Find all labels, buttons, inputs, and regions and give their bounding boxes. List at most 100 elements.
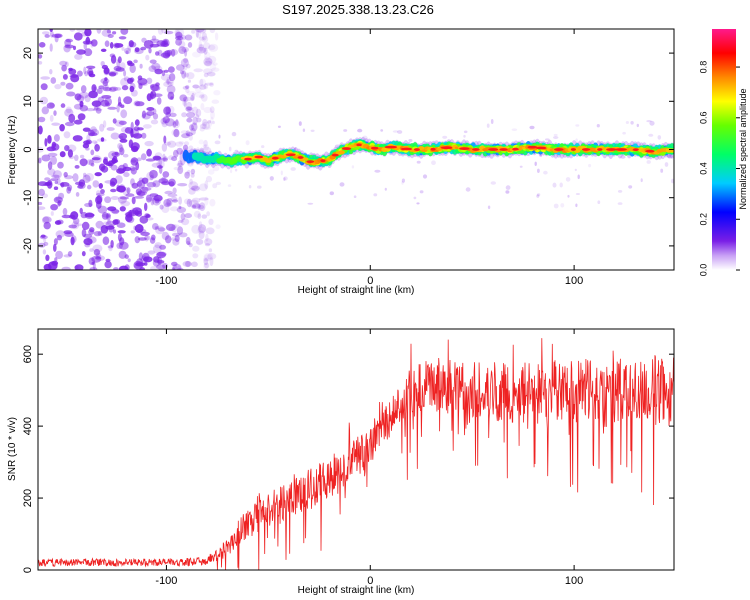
noise-speck xyxy=(102,80,109,87)
noise-speck xyxy=(201,121,210,130)
colorbar-tick-label: 0.4 xyxy=(698,162,708,175)
noise-speck xyxy=(261,145,265,149)
noise-speck xyxy=(155,225,165,235)
spectrogram-ylabel: Frequency (Hz) xyxy=(7,116,18,185)
noise-speck xyxy=(145,194,152,203)
noise-speck xyxy=(151,162,162,168)
noise-speck xyxy=(47,135,52,144)
noise-speck xyxy=(191,197,201,203)
noise-speck xyxy=(186,72,195,80)
noise-speck xyxy=(124,47,131,55)
noise-speck xyxy=(161,176,166,182)
noise-speck xyxy=(156,264,166,270)
noise-speck xyxy=(113,267,119,270)
noise-speck xyxy=(181,218,190,226)
noise-speck xyxy=(38,157,42,164)
noise-speck xyxy=(154,152,163,160)
noise-speck xyxy=(143,262,148,266)
noise-speck xyxy=(194,91,205,98)
noise-speck xyxy=(575,203,578,208)
noise-speck xyxy=(89,267,98,270)
noise-speck xyxy=(575,193,581,195)
noise-speck xyxy=(99,123,105,132)
noise-speck xyxy=(203,68,213,75)
noise-speck xyxy=(198,36,205,41)
noise-speck xyxy=(160,42,170,47)
noise-speck xyxy=(198,43,205,51)
noise-speck xyxy=(537,168,540,173)
noise-speck xyxy=(77,70,83,77)
noise-speck xyxy=(102,221,109,226)
noise-speck xyxy=(110,240,114,248)
noise-speck xyxy=(83,172,87,178)
noise-speck xyxy=(139,63,143,69)
snr-xlabel: Height of straight line (km) xyxy=(298,585,415,596)
noise-speck xyxy=(178,205,182,210)
noise-speck xyxy=(209,106,215,114)
noise-speck xyxy=(50,204,58,211)
noise-speck xyxy=(122,153,129,158)
ridge-peak xyxy=(306,160,315,164)
noise-speck xyxy=(202,144,207,148)
noise-speck xyxy=(182,261,193,267)
noise-speck xyxy=(181,112,188,118)
noise-speck xyxy=(175,31,183,39)
noise-speck xyxy=(169,206,179,212)
noise-speck xyxy=(184,171,190,179)
noise-speck xyxy=(150,90,157,99)
noise-speck xyxy=(431,160,436,165)
noise-speck xyxy=(298,121,302,126)
noise-speck xyxy=(463,134,466,138)
noise-speck xyxy=(118,133,128,140)
noise-speck xyxy=(617,202,623,205)
noise-speck xyxy=(57,200,62,206)
noise-speck xyxy=(115,175,123,184)
noise-speck xyxy=(147,250,156,255)
noise-speck xyxy=(215,224,221,229)
noise-speck xyxy=(198,227,202,235)
noise-speck xyxy=(124,264,130,270)
noise-speck xyxy=(146,148,152,157)
colorbar-tick-label: 0.2 xyxy=(698,213,708,226)
noise-speck xyxy=(186,63,191,69)
noise-speck xyxy=(163,106,172,115)
noise-speck xyxy=(660,168,664,173)
noise-speck xyxy=(172,232,180,237)
noise-speck xyxy=(164,141,172,146)
noise-speck xyxy=(204,56,208,63)
noise-speck xyxy=(42,216,50,225)
noise-speck xyxy=(38,42,46,48)
noise-speck xyxy=(100,48,107,52)
noise-speck xyxy=(117,56,122,64)
noise-speck xyxy=(96,190,101,196)
noise-speck xyxy=(191,29,196,34)
noise-speck xyxy=(117,195,127,204)
noise-speck xyxy=(72,135,83,142)
noise-speck xyxy=(543,170,548,175)
x-tick-label: 100 xyxy=(565,275,583,287)
noise-speck xyxy=(204,196,209,206)
noise-speck xyxy=(162,116,170,124)
noise-speck xyxy=(283,176,288,181)
noise-speck xyxy=(107,106,117,110)
noise-speck xyxy=(194,29,205,33)
noise-speck xyxy=(159,244,167,250)
noise-speck xyxy=(134,195,145,199)
noise-speck xyxy=(43,238,47,243)
noise-speck xyxy=(184,34,193,41)
noise-speck xyxy=(184,198,191,205)
noise-speck xyxy=(277,125,281,128)
noise-speck xyxy=(183,57,189,64)
noise-speck xyxy=(190,95,195,102)
noise-speck xyxy=(191,92,195,101)
noise-speck xyxy=(117,233,122,242)
noise-speck xyxy=(83,233,93,238)
noise-speck xyxy=(153,194,163,202)
noise-speck xyxy=(67,251,73,257)
noise-speck xyxy=(209,257,214,267)
noise-speck xyxy=(362,135,368,141)
noise-speck xyxy=(39,235,48,240)
noise-speck xyxy=(74,165,80,169)
noise-speck xyxy=(50,178,59,182)
noise-speck xyxy=(168,155,174,161)
